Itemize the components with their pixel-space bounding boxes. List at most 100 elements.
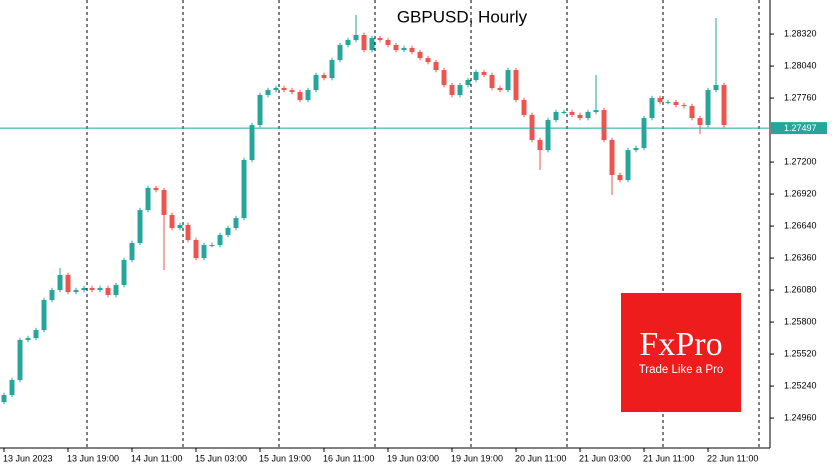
candle-body — [521, 100, 527, 115]
candle-body — [633, 148, 639, 151]
candle-body — [377, 38, 383, 40]
candle-body — [617, 174, 623, 180]
candle-body — [353, 34, 359, 40]
candle-body — [545, 120, 551, 151]
candle-body — [49, 290, 55, 300]
candle-body — [153, 188, 159, 191]
candle-body — [81, 288, 87, 291]
candle-body — [465, 80, 471, 86]
y-tick-label: 1.26920 — [784, 188, 817, 198]
y-tick-label: 1.28320 — [784, 28, 817, 38]
candle-body — [225, 228, 231, 235]
candle-body — [657, 98, 663, 103]
x-tick-label: 13 Jun 19:00 — [67, 453, 119, 463]
candle-body — [417, 52, 423, 59]
candle-body — [41, 300, 47, 331]
x-tick-label: 19 Jun 03:00 — [387, 453, 439, 463]
candle-body — [665, 102, 671, 104]
candle-body — [249, 125, 255, 160]
candle-body — [17, 340, 23, 380]
candle-body — [361, 34, 367, 51]
candle-body — [489, 74, 495, 88]
candle-body — [585, 112, 591, 119]
candle-body — [409, 48, 415, 52]
candle-body — [609, 140, 615, 175]
candle-body — [505, 70, 511, 91]
candle-body — [529, 114, 535, 140]
candle-body — [457, 85, 463, 95]
x-tick-label: 13 Jun 2023 — [3, 453, 53, 463]
x-tick-label: 15 Jun 03:00 — [195, 453, 247, 463]
y-tick-label: 1.26640 — [784, 220, 817, 230]
x-tick-label: 16 Jun 11:00 — [323, 453, 374, 463]
candle-body — [241, 160, 247, 219]
candle-body — [113, 285, 119, 295]
y-tick-label: 1.26080 — [784, 284, 817, 294]
candle-body — [33, 330, 39, 339]
candle-body — [601, 110, 607, 140]
y-tick-label: 1.27760 — [784, 92, 817, 102]
candle-body — [369, 38, 375, 51]
candle-body — [537, 140, 543, 151]
candle-body — [257, 94, 263, 126]
candle-body — [273, 88, 279, 91]
candle-body — [169, 214, 175, 228]
candle-body — [705, 90, 711, 126]
candles — [1, 14, 727, 405]
candle-body — [57, 274, 63, 291]
y-tick-label: 1.28040 — [784, 60, 817, 70]
candle-body — [1, 394, 7, 403]
candle-body — [561, 112, 567, 113]
x-tick-label: 15 Jun 19:00 — [259, 453, 311, 463]
candle-body — [209, 245, 215, 247]
logo-tagline: Trade Like a Pro — [639, 364, 724, 376]
candle-body — [401, 48, 407, 51]
candle-body — [9, 380, 15, 395]
candle-body — [513, 70, 519, 100]
candle-body — [641, 118, 647, 148]
candle-body — [697, 118, 703, 126]
candle-body — [73, 290, 79, 292]
y-tick-label: 1.24960 — [784, 412, 817, 422]
x-tick-label: 19 Jun 19:00 — [451, 453, 503, 463]
candle-body — [313, 74, 319, 91]
candle-body — [385, 40, 391, 46]
price-label-box — [771, 122, 827, 135]
candle-body — [281, 88, 287, 91]
candle-body — [441, 70, 447, 86]
candle-body — [185, 225, 191, 240]
candle-body — [137, 210, 143, 243]
candle-body — [289, 90, 295, 92]
candle-body — [393, 45, 399, 51]
candle-body — [145, 188, 151, 211]
chart-title: GBPUSD, Hourly — [397, 7, 528, 26]
x-tick-label: 21 Jun 11:00 — [643, 453, 694, 463]
logo-box — [621, 293, 741, 412]
candle-body — [305, 90, 311, 100]
candle-body — [177, 225, 183, 228]
candle-body — [161, 190, 167, 215]
candle-body — [673, 102, 679, 106]
x-tick-label: 21 Jun 03:00 — [579, 453, 631, 463]
candle-body — [65, 274, 71, 292]
candle-body — [689, 106, 695, 119]
candle-body — [473, 72, 479, 80]
candle-body — [329, 60, 335, 79]
candle-body — [721, 85, 727, 126]
candle-body — [449, 85, 455, 95]
candle-body — [265, 90, 271, 95]
candle-body — [337, 45, 343, 60]
candle-body — [553, 112, 559, 120]
candle-body — [345, 40, 351, 46]
y-tick-label: 1.25800 — [784, 316, 817, 326]
candle-body — [97, 288, 103, 291]
y-tick-label: 1.27200 — [784, 156, 817, 166]
x-tick-label: 22 Jun 11:00 — [707, 453, 758, 463]
candle-body — [297, 92, 303, 100]
candle-body — [625, 150, 631, 180]
candle-body — [681, 105, 687, 107]
candle-body — [201, 245, 207, 259]
candle-body — [425, 58, 431, 63]
y-tick-label: 1.25520 — [784, 348, 817, 358]
candle-body — [593, 110, 599, 112]
